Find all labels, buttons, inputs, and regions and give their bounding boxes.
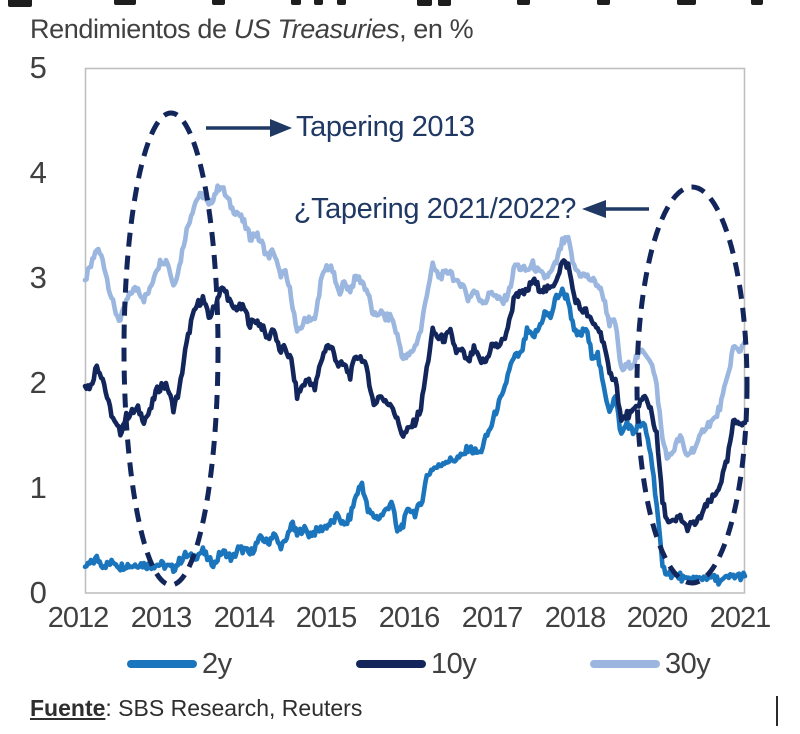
annotation-tapering-2013: Tapering 2013 (296, 111, 475, 143)
ellipse-tapering-2013-icon (121, 110, 221, 588)
clipped-heading-fragments (0, 0, 800, 9)
legend-line-icon (590, 660, 660, 668)
plot-border (84, 67, 746, 594)
chart-subtitle: Rendimientos de US Treasuries, en % (30, 14, 474, 45)
legend-label: 10y (431, 648, 477, 680)
y-tick-label: 2 (29, 365, 47, 400)
heading-fragment (8, 0, 32, 7)
heading-fragment (212, 0, 225, 5)
series-line-30y (82, 183, 748, 461)
heading-fragment (337, 0, 346, 5)
heading-fragment (677, 0, 696, 5)
x-tick-label: 2017 (461, 602, 524, 634)
x-tick-label: 2012 (47, 602, 110, 634)
arrow-right-icon (206, 119, 292, 137)
x-tick-label: 2020 (626, 602, 689, 634)
heading-fragment (114, 0, 136, 5)
heading-fragment (597, 0, 610, 5)
series-line-10y (82, 258, 748, 534)
series-lines (82, 183, 748, 587)
series-line-2y (82, 286, 748, 587)
legend-item-2y: 2y (127, 648, 232, 680)
legend-label: 2y (202, 648, 232, 680)
source-text: : SBS Research, Reuters (105, 695, 363, 721)
legend-line-icon (356, 660, 426, 668)
y-tick-label: 3 (29, 260, 47, 295)
x-tick-label: 2018 (544, 602, 607, 634)
heading-fragment (438, 0, 451, 6)
text-cursor (776, 696, 778, 726)
x-tick-label: 2016 (378, 602, 441, 634)
y-tick-label: 0 (29, 575, 47, 610)
heading-fragment (314, 0, 323, 5)
y-tick-label: 1 (29, 470, 47, 505)
subtitle-prefix: Rendimientos de (30, 14, 234, 44)
legend-item-30y: 30y (590, 648, 711, 680)
x-tick-label: 2015 (295, 602, 358, 634)
annotation-tapering-2021-2022: ¿Tapering 2021/2022? (293, 193, 577, 225)
x-tick-label: 2021 (709, 602, 772, 634)
y-tick-label: 5 (29, 50, 47, 85)
heading-fragment (417, 0, 432, 6)
y-tick-label: 4 (29, 155, 47, 190)
heading-fragment (291, 0, 301, 5)
arrow-left-icon (582, 200, 649, 218)
heading-fragment (751, 0, 763, 5)
heading-fragment (517, 0, 530, 5)
ellipse-tapering-2021-icon (634, 184, 750, 586)
source-label: Fuente (30, 695, 106, 721)
x-tick-label: 2014 (213, 602, 276, 634)
source-line: Fuente: SBS Research, Reuters (30, 695, 362, 722)
legend-line-icon (127, 660, 197, 668)
x-tick-label: 2013 (130, 602, 193, 634)
subtitle-italic: US Treasuries (233, 14, 400, 44)
subtitle-suffix: , en % (399, 14, 474, 44)
legend-item-10y: 10y (356, 648, 477, 680)
legend-label: 30y (665, 648, 711, 680)
